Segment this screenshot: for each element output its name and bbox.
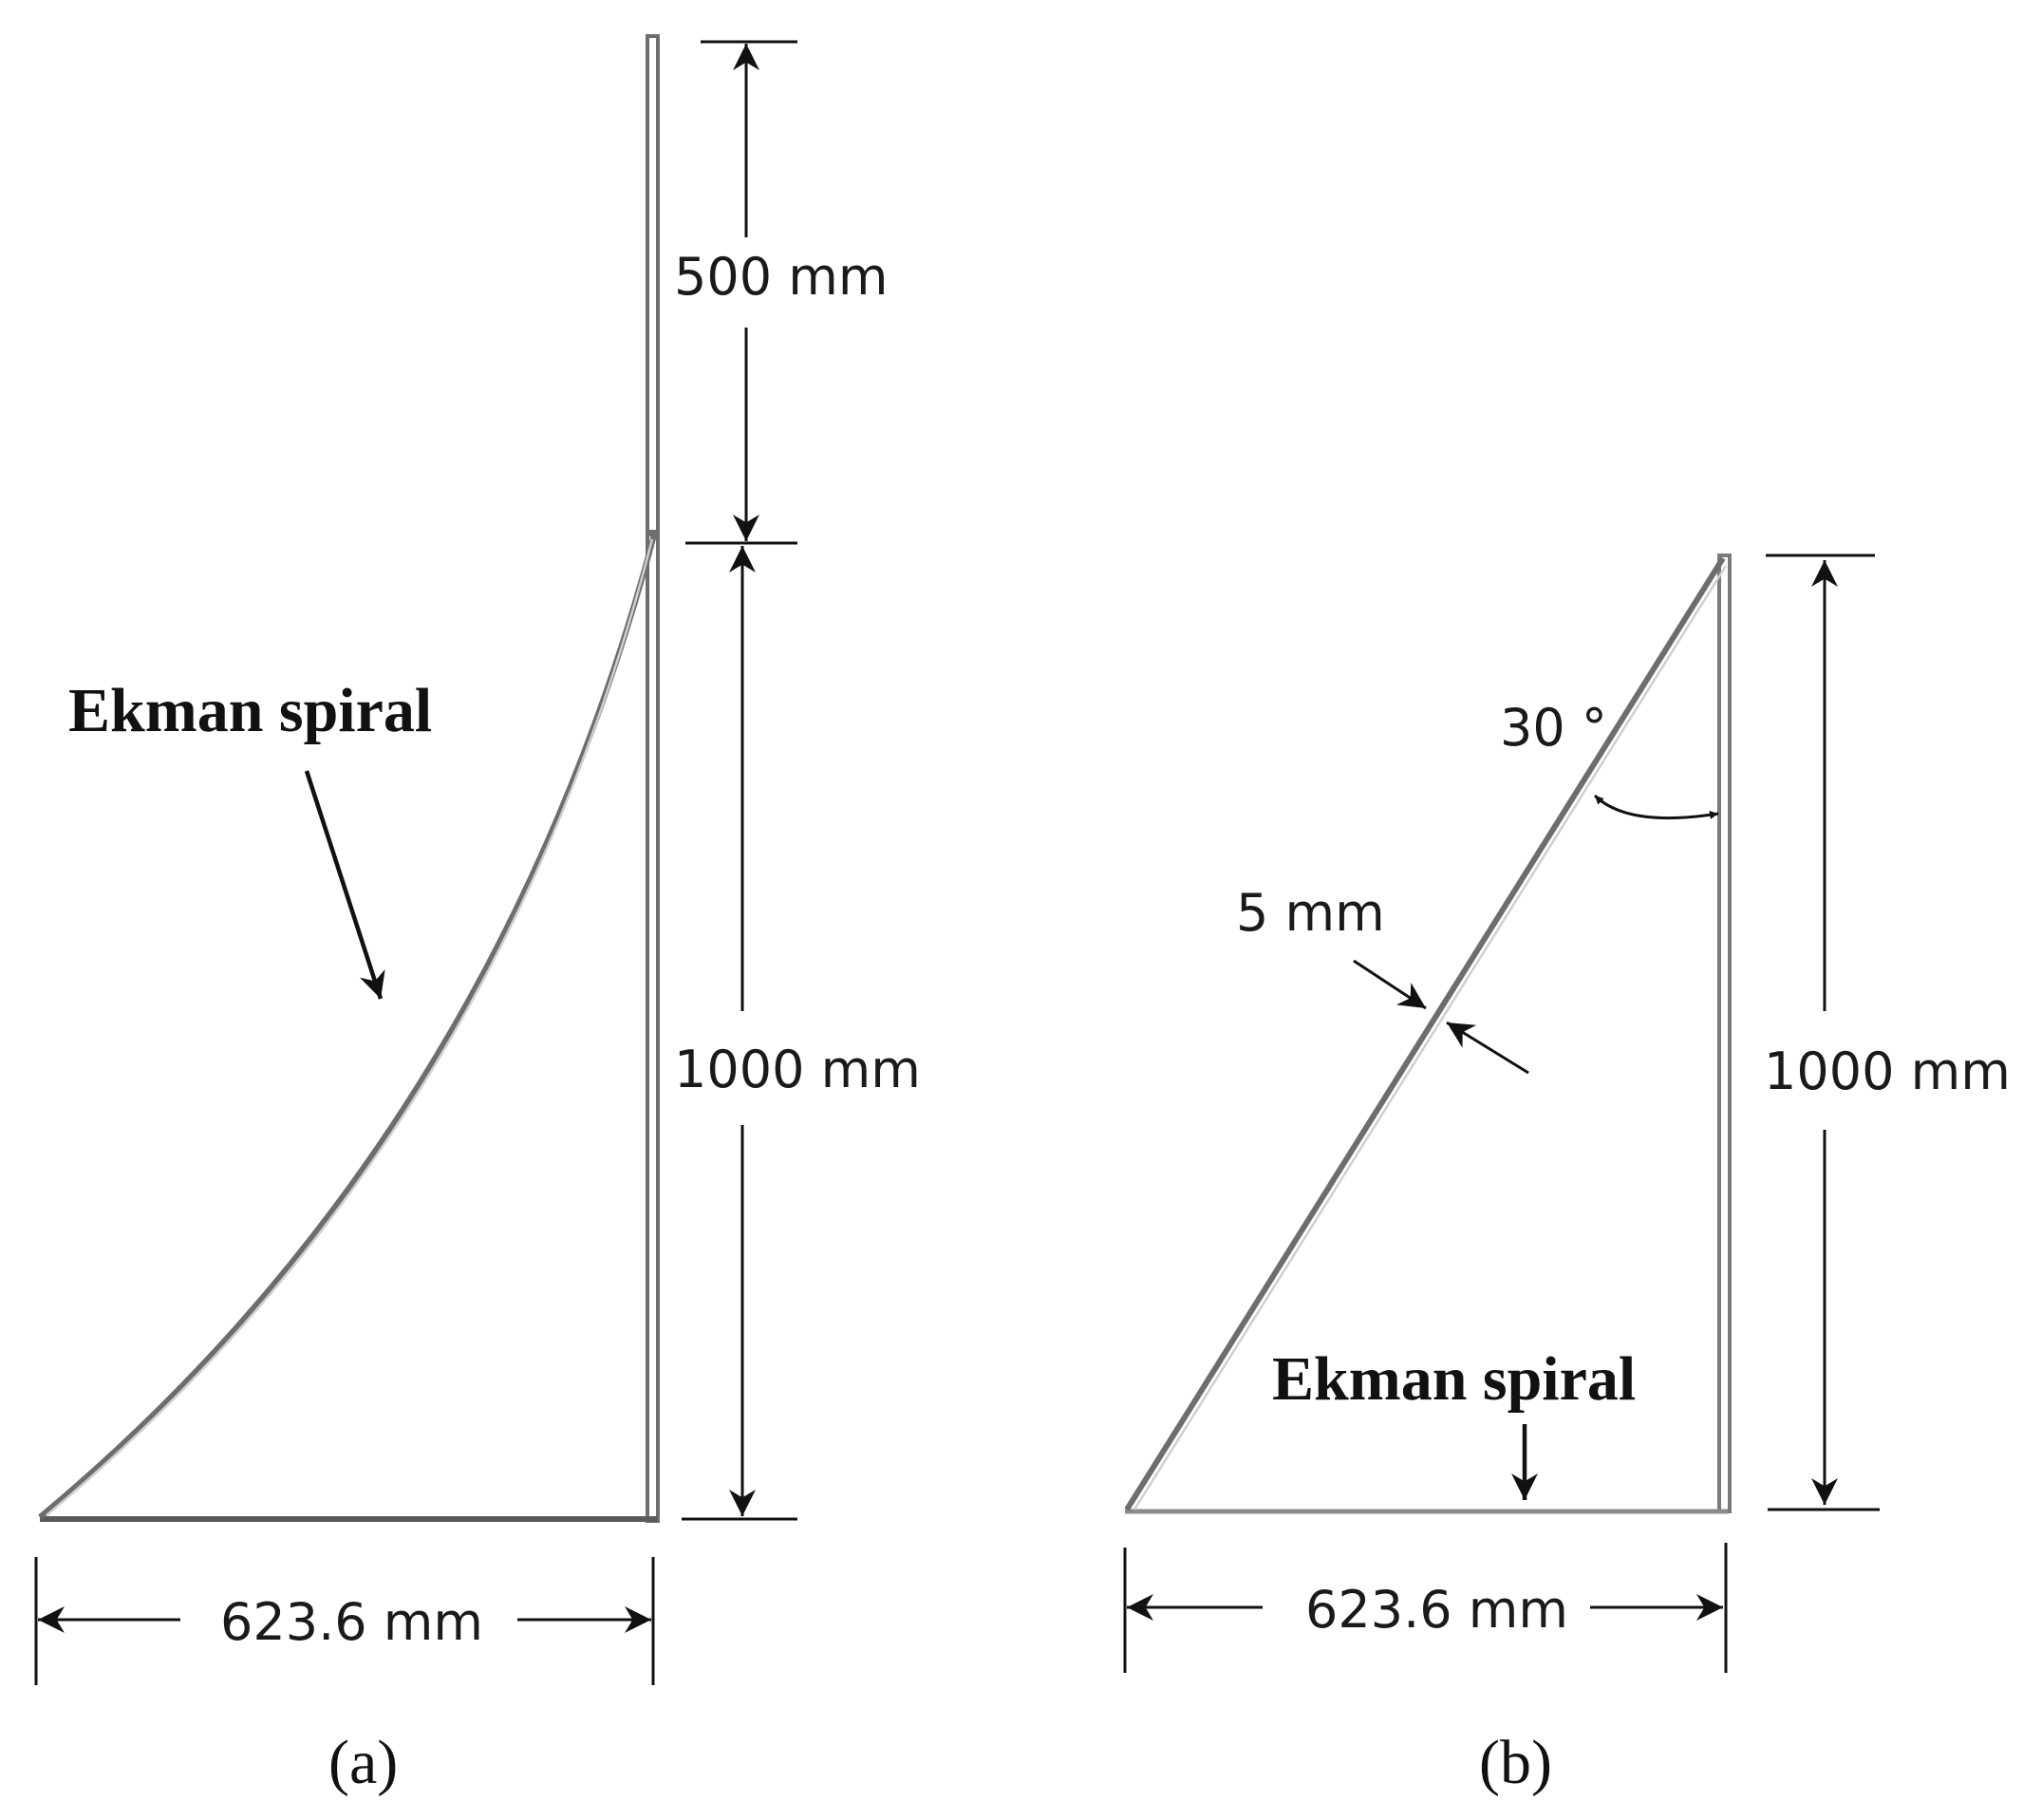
panel-a-label-500: 500 mm <box>674 247 888 307</box>
panel-a-main-post <box>646 530 660 1523</box>
panel-b-label-1000: 1000 mm <box>1764 1041 2011 1101</box>
panel-a-label-width: 623.6 mm <box>220 1592 483 1652</box>
panel-a-dimension-width: 623.6 mm <box>34 1557 655 1685</box>
panel-b-caption: (b) <box>1479 1728 1552 1797</box>
panel-a-caption: (a) <box>328 1728 398 1797</box>
panel-a-ekman-spiral-blade-inner <box>46 538 654 1516</box>
panel-a-structure <box>38 34 660 1523</box>
panel-b-ekman-spiral-blade-inner <box>1133 565 1728 1510</box>
panel-b-callout: Ekman spiral <box>1272 1344 1636 1500</box>
panel-a-callout: Ekman spiral <box>68 676 432 1000</box>
panel-a-dimension-500: 500 mm <box>674 40 888 545</box>
panel-b-thickness-dimension: 5 mm <box>1236 883 1529 1075</box>
panel-b-angle-arc <box>1593 794 1719 820</box>
panel-a-upper-mast <box>646 34 660 536</box>
panel-b: 30 ° 5 mm 1000 mm 623.6 mm Ekman spiral <box>1123 554 2011 1797</box>
panel-b-angle-dimension: 30 ° <box>1500 698 1719 820</box>
panel-b-label-angle: 30 ° <box>1500 698 1607 758</box>
panel-b-dimension-width: 623.6 mm <box>1123 1543 1728 1673</box>
panel-b-callout-label: Ekman spiral <box>1272 1344 1636 1414</box>
panel-b-structure <box>1124 554 1732 1514</box>
panel-a-dimension-1000: 1000 mm <box>674 546 921 1521</box>
panel-b-thickness-arrow-in <box>1353 959 1427 1010</box>
panel-b-ekman-spiral-blade <box>1124 556 1726 1511</box>
panel-a-callout-label: Ekman spiral <box>68 676 432 745</box>
panel-b-main-post <box>1717 554 1732 1513</box>
panel-b-label-thickness: 5 mm <box>1236 883 1385 943</box>
panel-a-ekman-spiral-blade <box>38 531 658 1520</box>
panel-b-dimension-1000: 1000 mm <box>1764 554 2011 1511</box>
panel-b-label-width: 623.6 mm <box>1305 1580 1568 1640</box>
panel-a-callout-arrow <box>304 770 385 1000</box>
panel-a: 500 mm 1000 mm 623.6 mm Ekman spiral (a) <box>34 34 921 1797</box>
panel-b-thickness-arrow-out <box>1446 1021 1529 1075</box>
panel-a-label-1000: 1000 mm <box>674 1040 921 1099</box>
